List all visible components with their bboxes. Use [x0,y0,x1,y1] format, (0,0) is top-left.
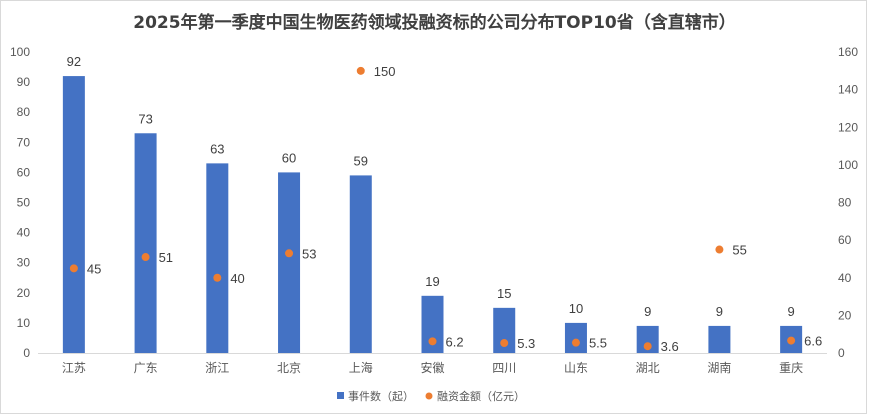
scatter-point [285,249,294,258]
scatter-point [715,245,724,254]
point-value-label: 40 [230,271,244,286]
legend-swatch-bar [337,392,344,399]
y-left-tick-label: 20 [17,286,31,300]
point-value-label: 51 [159,250,173,265]
bar-value-label: 59 [354,153,368,168]
bar [564,322,587,353]
x-tick-label: 湖南 [707,360,731,375]
bar [278,172,301,353]
scatter-point [787,336,796,345]
bar [206,163,229,353]
bar-value-label: 19 [425,274,439,289]
x-tick-label: 江苏 [62,361,86,375]
x-tick-label: 湖北 [636,360,660,375]
y-right-tick-label: 60 [838,233,852,247]
y-right-tick-label: 120 [838,120,858,134]
y-right-tick-label: 140 [838,83,858,97]
point-value-label: 45 [87,261,101,276]
point-value-label: 53 [302,246,316,261]
y-right-tick-label: 100 [838,158,858,172]
bar [421,295,444,353]
y-left-tick-label: 0 [23,346,30,360]
bar-value-label: 9 [644,304,651,319]
bar-value-label: 73 [138,111,152,126]
bar [636,325,659,353]
y-left-tick-label: 60 [17,165,31,179]
data-labels: 92 73 63 60 59 19 15 10 9 9 9 45 51 40 53 150 6.2 5.3 5.5 3… [67,54,823,354]
y-left-tick-label: 30 [17,256,31,270]
bar [708,325,731,353]
point-value-label: 150 [374,64,396,79]
x-tick-label: 山东 [564,361,588,375]
scatter-point [69,264,78,273]
point-value-label: 5.5 [589,336,607,351]
legend-swatch-scatter [425,392,433,400]
legend-label-bar: 事件数（起） [348,390,414,403]
y-left-tick-label: 10 [17,316,31,330]
scatter-point [213,273,222,282]
y-left-tick-label: 40 [17,226,31,240]
bar-value-label: 9 [716,304,723,319]
chart-title: 2025年第一季度中国生物医药领域投融资标的公司分布TOP10省（含直辖市） [133,13,736,33]
y-left-tick-label: 70 [17,135,31,149]
bar-value-label: 9 [788,304,795,319]
y-right-tick-label: 0 [838,346,845,360]
y-left-tick-label: 100 [10,45,30,59]
x-tick-label: 北京 [277,361,301,375]
x-tick-label: 重庆 [779,361,803,375]
bar [134,133,157,353]
scatter-series [69,66,796,351]
scatter-point [643,342,652,351]
x-tick-label: 广东 [134,361,158,375]
scatter-point [500,339,509,348]
y-left-tick-label: 50 [17,196,31,210]
point-value-label: 3.6 [661,339,679,354]
y-right-tick-label: 40 [838,271,852,285]
y-left-tick-label: 80 [17,105,31,119]
bar-value-label: 60 [282,150,296,165]
point-value-label: 6.2 [446,334,464,349]
y-right-tick-label: 80 [838,196,852,210]
bar [62,76,85,353]
bar [493,307,516,353]
legend-label-scatter: 融资金额（亿元） [437,389,525,403]
point-value-label: 5.3 [517,336,535,351]
bar-value-label: 10 [569,301,583,316]
x-tick-label: 浙江 [205,361,229,375]
scatter-point [356,66,365,75]
bar-series [62,76,803,353]
scatter-point [571,338,580,347]
y-left-tick-label: 90 [17,75,31,89]
scatter-point [428,337,437,346]
x-tick-label: 上海 [349,360,373,375]
bar [349,175,372,353]
bar-value-label: 63 [210,141,224,156]
bar-value-label: 92 [67,54,81,69]
bar-value-label: 15 [497,286,511,301]
legend: 事件数（起） 融资金额（亿元） [337,389,525,403]
point-value-label: 6.6 [804,334,822,349]
y-right-tick-label: 20 [838,308,852,322]
x-tick-label: 四川 [492,361,516,375]
scatter-point [141,253,150,262]
axes: 0 10 20 30 40 50 60 70 80 90 100 0 20 40 60 80 100 120 140… [10,45,858,375]
y-right-tick-label: 160 [838,45,858,59]
x-tick-label: 安徽 [420,360,444,375]
point-value-label: 55 [732,243,746,258]
